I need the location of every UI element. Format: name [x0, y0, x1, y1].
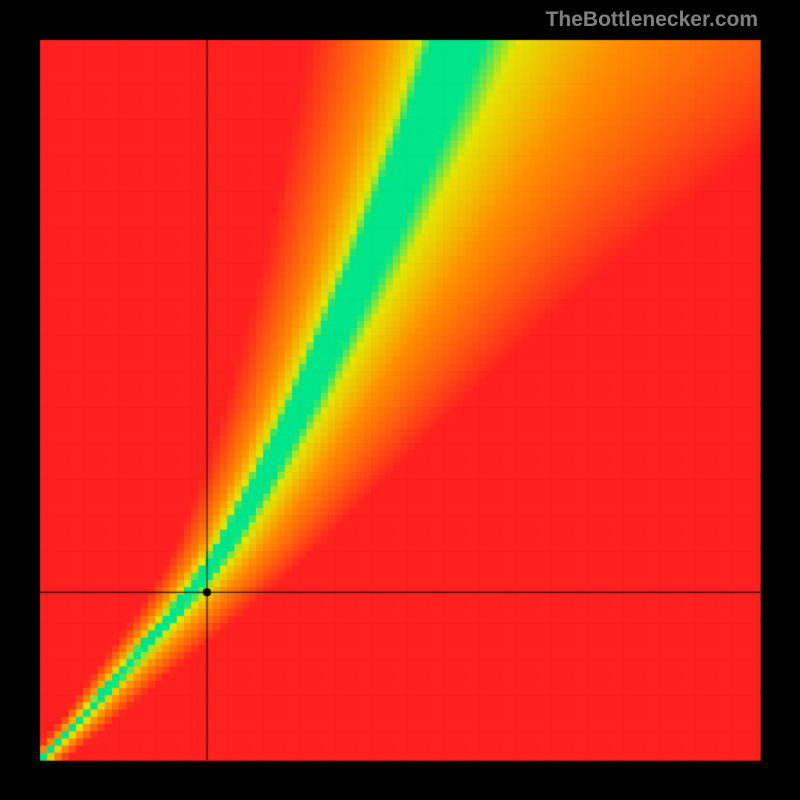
watermark-text: TheBottlenecker.com — [546, 8, 758, 32]
chart-container: TheBottlenecker.com — [0, 0, 800, 800]
heatmap-canvas — [0, 0, 800, 800]
